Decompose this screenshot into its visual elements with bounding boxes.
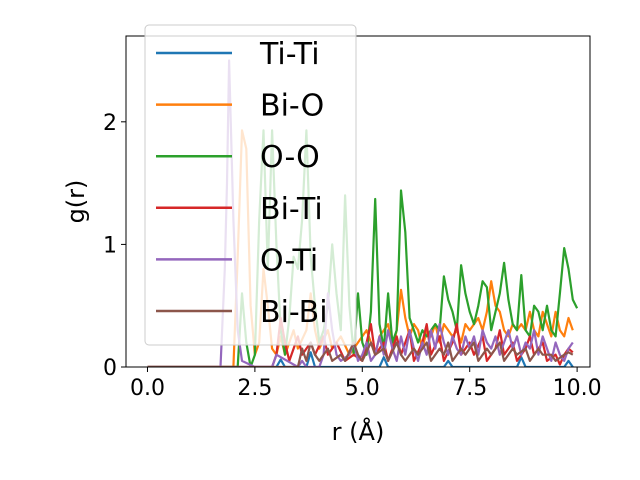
x-axis-label: r (Å) bbox=[332, 417, 385, 446]
series-line-o-ti bbox=[147, 59, 574, 367]
x-axis-ticks: 0.0 2.5 5.0 7.5 10.0 bbox=[130, 367, 602, 401]
legend-items: Ti-Ti Bi-O O-O Bi-Ti O-Ti Bi-Bi bbox=[156, 37, 328, 330]
x-tick-label: 7.5 bbox=[452, 376, 487, 401]
legend: Ti-Ti Bi-O O-O Bi-Ti O-Ti Bi-Bi bbox=[144, 24, 357, 346]
x-tick-label: 2.5 bbox=[237, 376, 272, 401]
legend-label-bi-o: Bi-O bbox=[260, 89, 324, 124]
legend-label-ti-ti: Ti-Ti bbox=[259, 37, 320, 72]
y-tick-label: 0 bbox=[103, 356, 117, 381]
x-tick-label: 10.0 bbox=[553, 376, 602, 401]
y-axis-ticks: 0 1 2 bbox=[103, 111, 126, 381]
x-tick-label: 0.0 bbox=[130, 376, 165, 401]
series-line-bi-bi bbox=[147, 341, 574, 367]
legend-label-bi-bi: Bi-Bi bbox=[260, 295, 328, 330]
legend-label-o-o: O-O bbox=[260, 140, 320, 175]
axes-frame bbox=[125, 35, 591, 368]
x-tick-label: 5.0 bbox=[345, 376, 380, 401]
y-tick-label: 1 bbox=[103, 233, 117, 258]
legend-label-o-ti: O-Ti bbox=[260, 243, 318, 278]
legend-label-bi-ti: Bi-Ti bbox=[260, 192, 323, 227]
y-tick-label: 2 bbox=[103, 111, 117, 136]
y-axis-label: g(r) bbox=[62, 180, 90, 224]
